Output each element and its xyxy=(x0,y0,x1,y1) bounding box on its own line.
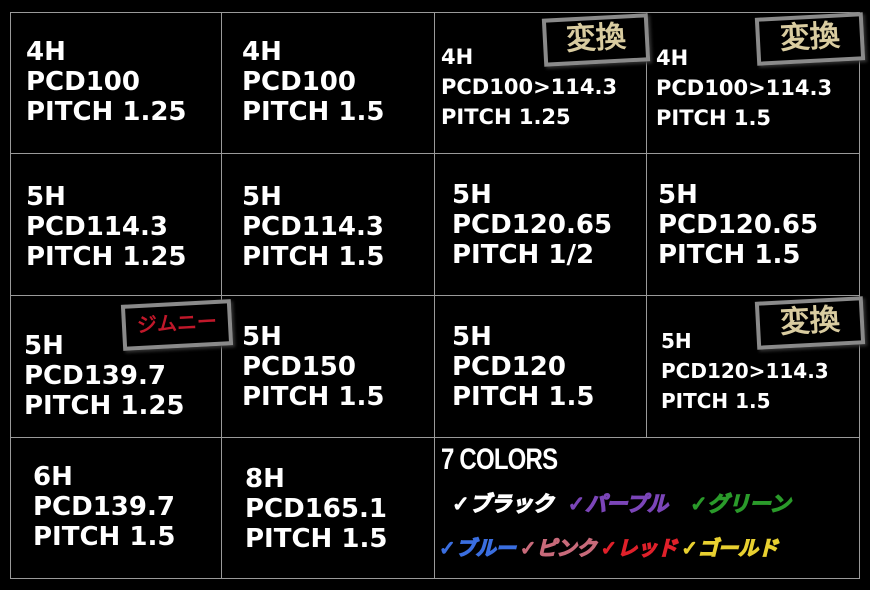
spec-text: 5H PCD120.65 PITCH 1.5 xyxy=(658,180,819,270)
spec-text: 6H PCD139.7 PITCH 1.5 xyxy=(33,462,176,552)
spec-text: 5H PCD114.3 PITCH 1.5 xyxy=(242,182,385,272)
color-gold: ✓ゴールド xyxy=(681,535,779,560)
spec-text: 5H PCD114.3 PITCH 1.25 xyxy=(26,182,187,272)
spec-text: 4H PCD100>114.3 PITCH 1.5 xyxy=(656,46,833,130)
color-purple: ✓パープル xyxy=(567,491,669,516)
color-black: ✓ブラック xyxy=(451,491,554,516)
color-blue: ✓ブルー xyxy=(438,535,516,560)
spec-text: 4H PCD100>114.3 PITCH 1.25 xyxy=(441,45,618,129)
color-red: ✓レッド xyxy=(600,535,678,560)
spec-text: 5H PCD120 PITCH 1.5 xyxy=(452,322,595,412)
color-row: ✓ブラック ✓パープル ✓グリーン xyxy=(451,488,799,518)
conversion-badge: 変換 xyxy=(754,12,866,66)
spec-text: 5H PCD150 PITCH 1.5 xyxy=(242,322,385,412)
conversion-badge: 変換 xyxy=(541,13,651,67)
spec-text: 5H PCD139.7 PITCH 1.25 xyxy=(24,331,185,421)
spec-text: 4H PCD100 PITCH 1.25 xyxy=(26,37,187,127)
colors-title: 7 COLORS xyxy=(441,443,558,476)
color-green: ✓グリーン xyxy=(689,491,791,516)
jimny-badge: ジムニー xyxy=(120,299,234,351)
conversion-badge: 変換 xyxy=(754,296,866,350)
spec-text: 5H PCD120.65 PITCH 1/2 xyxy=(452,180,613,270)
spec-text: 8H PCD165.1 PITCH 1.5 xyxy=(245,464,388,554)
spec-text: 5H PCD120>114.3 PITCH 1.5 xyxy=(661,329,829,413)
color-pink: ✓ピンク xyxy=(519,535,597,560)
spec-text: 4H PCD100 PITCH 1.5 xyxy=(242,37,385,127)
color-row: ✓ブルー ✓ピンク ✓レッド ✓ゴールド xyxy=(438,532,786,561)
cell-colors xyxy=(434,437,860,579)
